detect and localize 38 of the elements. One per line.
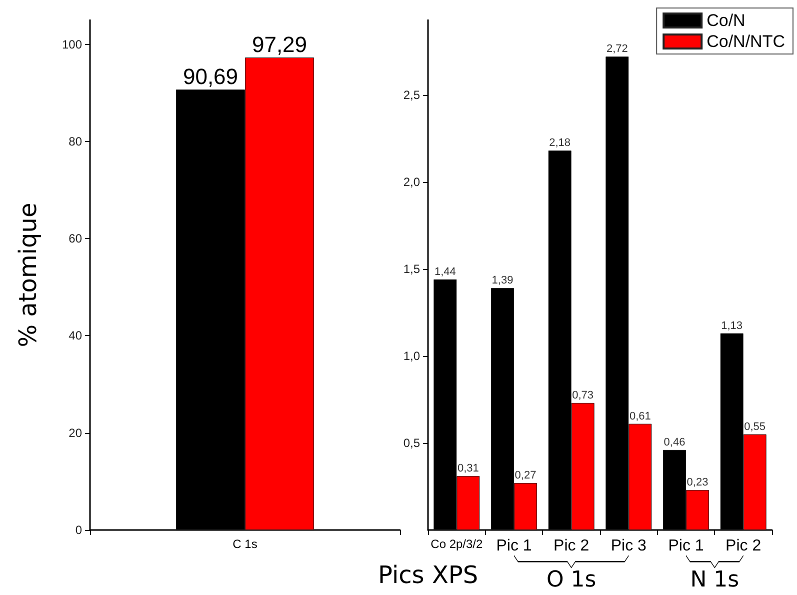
data-label: 0,23 [686,476,708,488]
y-tick-label: 20 [68,426,82,440]
y-tick-label: 60 [68,232,82,246]
data-label: 0,31 [457,462,479,475]
data-label: 97,29 [252,32,308,57]
data-label: 0,55 [744,420,766,433]
data-label: 1,44 [434,266,456,278]
y-tick-label: 2,0 [403,174,420,189]
data-label: 90,69 [182,64,238,90]
y-tick-label: 1,0 [403,348,420,363]
text: O 1s [546,568,596,592]
y-tick-label: 0,5 [403,436,420,450]
text: N 1s [690,568,740,592]
x-tick-label: Pic 1 [496,538,532,554]
data-label: 0,27 [514,470,536,482]
data-label: 1,39 [492,274,514,287]
data-label: 2,18 [549,137,571,150]
data-label: 2,72 [606,43,628,56]
x-axis-title: Pics XPS [378,561,478,589]
x-tick-label: Pic 2 [554,538,590,554]
x-tick-label: Pic 2 [726,538,762,554]
y-axis-title: % atomique [14,202,42,348]
y-tick-label: 80 [68,134,82,148]
y-tick-label: 1,5 [403,262,420,276]
data-label: 0,73 [572,389,594,402]
x-tick-label: Co 2p/3/2 [430,537,484,551]
legend-label: Co/N [706,11,746,30]
data-label: 0,61 [629,410,651,422]
y-tick-label: 100 [62,37,82,52]
y-tick-label: 0 [75,523,82,537]
data-label: 0,46 [664,436,686,448]
legend-label: Co/N/NTC [706,32,786,51]
data-label: 1,13 [721,320,743,332]
x-tick-label: C 1s [232,537,258,551]
y-tick-label: 2,5 [403,88,420,102]
x-tick-label: Pic 3 [610,538,647,554]
y-tick-label: 40 [68,328,82,343]
x-tick-label: Pic 1 [668,538,704,554]
